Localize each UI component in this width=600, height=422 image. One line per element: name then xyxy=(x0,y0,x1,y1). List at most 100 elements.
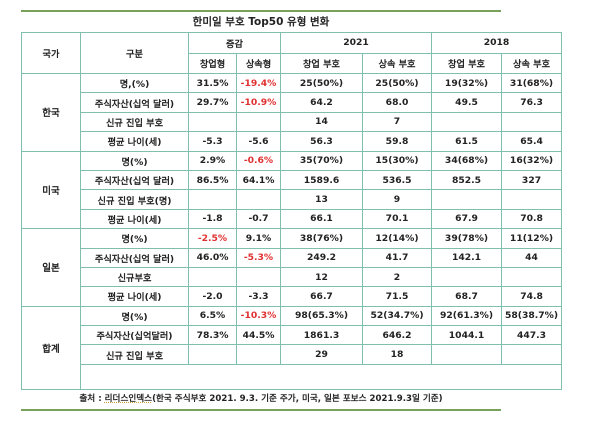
value-cell: -1.8 xyxy=(188,208,237,230)
source-prefix: 출처 : xyxy=(79,394,105,404)
comparison-table: 국가 구분 증감 2021 2018 창업형 상속형 창업 부호 상속 부호 창… xyxy=(21,32,563,390)
table-row: 주식자산(십억 달러) 46.0% -5.3% 249.2 41.7 142.1 44 xyxy=(22,247,563,268)
value-cell: -5.3 xyxy=(188,131,237,152)
row-label: 명,(%) xyxy=(80,72,189,94)
value-cell: 327 xyxy=(501,169,563,191)
row-label: 명(%) xyxy=(80,305,189,327)
value-cell xyxy=(431,344,503,365)
value-cell: -0.7 xyxy=(236,208,281,230)
value-cell: 447.3 xyxy=(501,325,563,346)
table-title: 한미일 부호 Top50 유형 변화 xyxy=(192,16,330,28)
value-cell: 1589.6 xyxy=(280,169,363,191)
row-label: 신규 진입 부호 xyxy=(80,344,189,365)
table-row: 평균 나이(세) -2.0 -3.3 66.7 71.5 68.7 74.8 xyxy=(22,286,563,307)
value-cell: 52(34.7%) xyxy=(361,305,433,327)
value-cell xyxy=(236,344,281,365)
value-cell: 12(14%) xyxy=(361,228,433,249)
value-cell: 74.8 xyxy=(501,286,563,307)
value-cell: 6.5% xyxy=(188,305,237,327)
value-cell: 12 xyxy=(280,266,363,288)
value-cell: 29 xyxy=(280,344,363,365)
country-cell: 미국 xyxy=(21,150,81,230)
value-cell: 25(50%) xyxy=(280,72,363,94)
value-cell: 39(78%) xyxy=(431,228,503,249)
value-cell xyxy=(431,111,503,133)
table-row: 평균 나이(세) -1.8 -0.7 66.1 70.1 67.9 70.8 xyxy=(22,208,563,230)
header-2021: 2021 xyxy=(279,32,433,54)
table-row: 평균 나이(세) -5.3 -5.6 56.3 59.8 61.5 65.4 xyxy=(22,131,563,152)
value-cell: 13 xyxy=(280,189,363,210)
value-cell: 64.2 xyxy=(280,92,363,113)
value-cell: 66.1 xyxy=(280,208,363,230)
row-label: 평균 나이(세) xyxy=(80,208,189,230)
value-cell: 852.5 xyxy=(431,169,503,191)
table-row: 주식자산(십억달러) 78.3% 44.5% 1861.3 646.2 1044.1 447… xyxy=(22,325,563,346)
value-cell xyxy=(501,189,563,210)
source-publisher: 리더스인덱스 xyxy=(104,394,153,404)
value-cell: 78.3% xyxy=(188,325,237,346)
header-2021-founder: 창업 부호 xyxy=(280,52,363,75)
value-cell: 35(70%) xyxy=(280,150,363,171)
value-cell: -19.4% xyxy=(236,72,281,94)
value-cell: 41.7 xyxy=(361,247,433,268)
row-label: 신규 진입 부호(명) xyxy=(80,189,189,210)
value-cell: 86.5% xyxy=(188,169,237,191)
value-cell: 70.8 xyxy=(501,208,563,230)
table-row: 주식자산(십억 달러) 29.7% -10.9% 64.2 68.0 49.5 76.3 xyxy=(22,92,563,113)
value-cell: -10.3% xyxy=(236,305,281,327)
row-label: 평균 나이(세) xyxy=(80,286,189,307)
header-2018-founder: 창업 부호 xyxy=(431,52,503,75)
header-category: 구분 xyxy=(80,32,189,74)
country-cell: 한국 xyxy=(21,73,81,152)
empty-row xyxy=(22,363,563,390)
row-label: 주식자산(십억달러) xyxy=(80,325,189,346)
value-cell xyxy=(501,344,563,365)
value-cell: 9.1% xyxy=(236,228,281,249)
value-cell: 18 xyxy=(361,344,433,365)
value-cell: 29.7% xyxy=(188,92,237,113)
value-cell xyxy=(236,266,281,288)
row-label: 신규부호 xyxy=(80,266,189,288)
value-cell: 71.5 xyxy=(361,286,433,307)
row-label: 주식자산(십억 달러) xyxy=(80,169,189,191)
value-cell: 536.5 xyxy=(361,169,433,191)
value-cell: 65.4 xyxy=(501,131,563,152)
value-cell: -5.3% xyxy=(236,247,281,268)
bottom-accent-bar xyxy=(21,409,501,411)
header-2021-inherit: 상속 부호 xyxy=(361,52,433,75)
table-row: 주식자산(십억 달러) 86.5% 64.1% 1589.6 536.5 852.5 327 xyxy=(22,169,563,191)
value-cell xyxy=(236,111,281,133)
value-cell: 68.0 xyxy=(361,92,433,113)
value-cell: 249.2 xyxy=(280,247,363,268)
value-cell: 1044.1 xyxy=(431,325,503,346)
value-cell: 59.8 xyxy=(361,131,433,152)
table-row: 미국 명(%) 2.9% -0.6% 35(70%) 15(30%) 34(68%) 16(3… xyxy=(21,150,563,230)
table-row: 일본 명(%) -2.5% 9.1% 38(76%) 12(14%) 39(78%) 11(1… xyxy=(21,228,563,307)
table-row: 신규부호 12 2 xyxy=(22,266,563,288)
value-cell: 66.7 xyxy=(280,286,363,307)
value-cell: 34(68%) xyxy=(431,150,503,171)
row-label: 평균 나이(세) xyxy=(80,131,189,152)
table-row: 신규 진입 부호 14 7 xyxy=(22,111,563,133)
row-label: 신규 진입 부호 xyxy=(80,111,189,133)
value-cell: -2.5% xyxy=(188,228,237,249)
value-cell: 16(32%) xyxy=(501,150,563,171)
value-cell xyxy=(431,266,503,288)
value-cell: 98(65.3%) xyxy=(280,305,363,327)
value-cell xyxy=(431,189,503,210)
value-cell: -3.3 xyxy=(236,286,281,307)
value-cell: 92(61.3%) xyxy=(431,305,503,327)
value-cell: 9 xyxy=(361,189,433,210)
value-cell: 68.7 xyxy=(431,286,503,307)
country-cell: 일본 xyxy=(21,228,81,307)
top-accent-bar xyxy=(21,10,501,12)
value-cell: 56.3 xyxy=(280,131,363,152)
source-detail: (한국 주식부호 2021. 9.3. 기준 주가, 미국, 일본 포보스 20… xyxy=(152,394,443,404)
value-cell: 49.5 xyxy=(431,92,503,113)
value-cell: 64.1% xyxy=(236,169,281,191)
header-2018-inherit: 상속 부호 xyxy=(501,52,563,75)
value-cell: 44.5% xyxy=(236,325,281,346)
value-cell: 25(50%) xyxy=(361,72,433,94)
header-change-founder: 창업형 xyxy=(188,52,237,75)
value-cell: 15(30%) xyxy=(361,150,433,171)
